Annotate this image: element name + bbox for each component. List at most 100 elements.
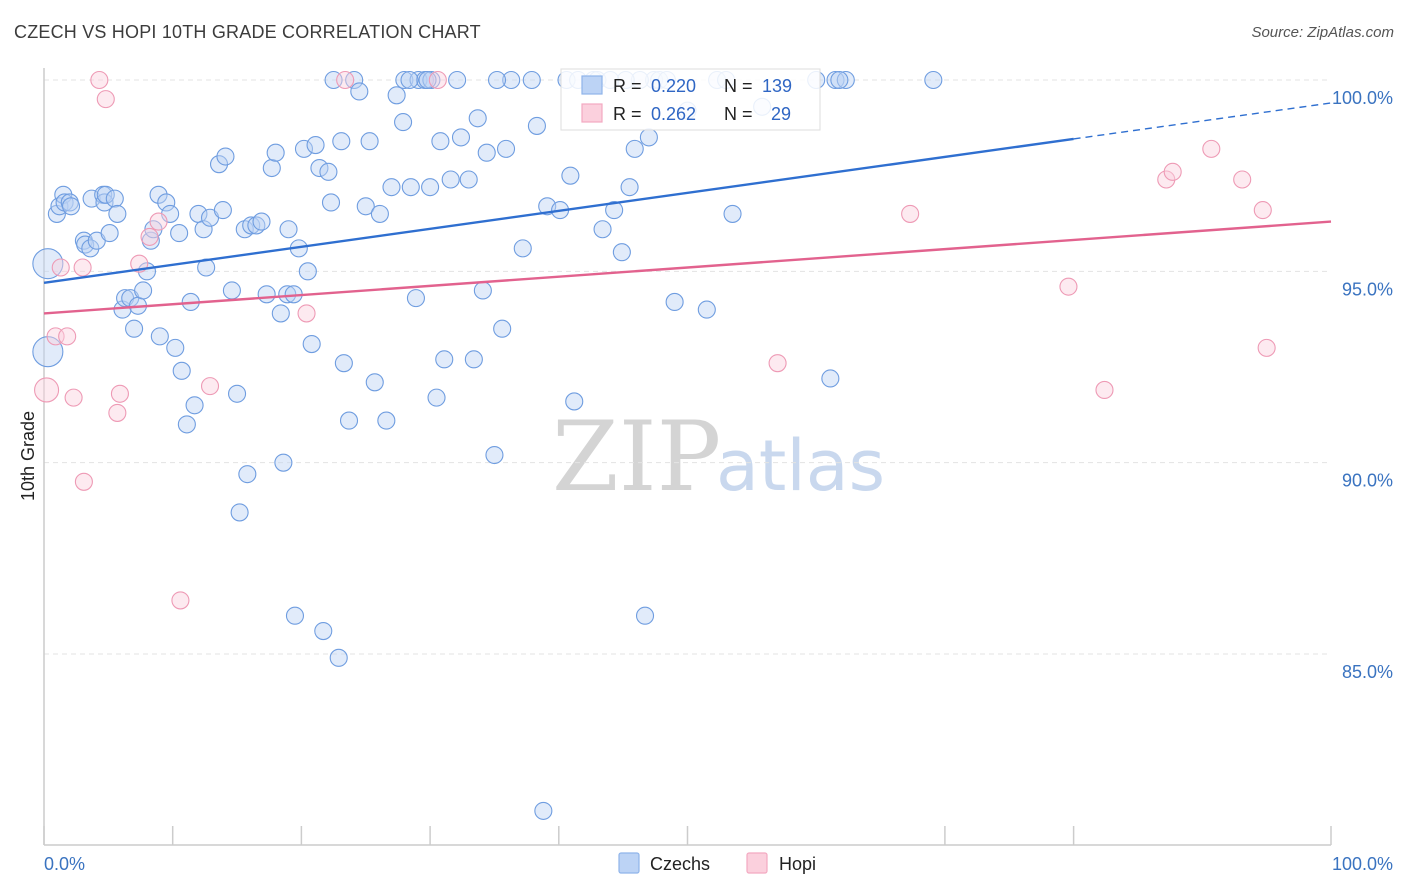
legend-hopi-label: Hopi <box>779 854 816 874</box>
czechs-point <box>924 70 943 90</box>
czechs-point <box>194 220 213 239</box>
czechs-point <box>387 86 406 105</box>
czechs-point <box>635 606 655 625</box>
czechs-point <box>100 224 119 243</box>
y-axis-label: 10th Grade <box>18 411 38 501</box>
czechs-point <box>216 147 235 166</box>
hopi-point <box>1233 170 1252 189</box>
czechs-point <box>61 197 81 216</box>
czechs-point <box>157 193 176 212</box>
czechs-point <box>257 285 276 304</box>
czechs-point <box>401 178 420 197</box>
czechs-point <box>96 185 115 204</box>
czechs-point <box>485 445 504 465</box>
hopi-point <box>73 258 92 277</box>
czechs-n-value: 139 <box>762 76 792 96</box>
czechs-point <box>565 392 584 411</box>
czechs-point <box>302 334 321 354</box>
czechs-point <box>95 193 114 212</box>
czechs-point <box>222 281 241 300</box>
legend-czechs-label: Czechs <box>650 854 710 874</box>
czechs-point <box>431 132 450 151</box>
y-axis-tick-labels: 100.0% 95.0% 90.0% 85.0% <box>1332 88 1393 682</box>
czechs-point <box>32 248 64 280</box>
hopi-point <box>108 403 127 422</box>
czechs-swatch <box>581 75 603 95</box>
stats-legend-box <box>560 68 821 131</box>
gridlines <box>44 79 1331 655</box>
czechs-point <box>561 166 580 185</box>
hopi-n-value: 29 <box>771 104 791 124</box>
y-tick-label: 100.0% <box>1332 88 1393 108</box>
czechs-point <box>464 350 483 369</box>
hopi-point <box>1253 201 1272 220</box>
legend-czechs-swatch <box>618 852 640 874</box>
czechs-point <box>620 178 639 197</box>
hopi-point <box>901 204 920 223</box>
hopi-point <box>1257 338 1276 357</box>
czechs-point <box>271 304 290 323</box>
czechs-point <box>360 132 379 151</box>
hopi-point <box>1163 162 1182 181</box>
hopi-points <box>34 70 1276 610</box>
czechs-point <box>473 281 492 300</box>
y-tick-label: 90.0% <box>1342 471 1393 491</box>
czechs-point <box>451 128 471 147</box>
czechs-point <box>427 388 446 407</box>
czechs-point <box>125 319 144 338</box>
czechs-point <box>209 155 229 174</box>
hopi-r-value: 0.262 <box>651 104 696 124</box>
hopi-point <box>768 354 787 373</box>
czechs-point <box>252 212 271 231</box>
czechs-point <box>502 70 521 90</box>
czechs-point <box>306 136 325 155</box>
czechs-point <box>172 361 191 380</box>
czechs-point <box>612 243 631 262</box>
czechs-point <box>605 201 624 220</box>
hopi-point <box>149 212 168 231</box>
czechs-point <box>228 384 247 403</box>
czechs-point <box>81 239 100 258</box>
czechs-point <box>365 373 384 392</box>
czechs-r-value: 0.220 <box>651 76 696 96</box>
czechs-point <box>32 336 64 368</box>
czechs-point <box>108 204 127 223</box>
czechs-point <box>356 197 375 216</box>
czechs-point <box>448 70 467 90</box>
czechs-point <box>334 354 353 373</box>
czechs-point <box>134 281 153 300</box>
hopi-point <box>1095 380 1114 400</box>
czechs-point <box>382 178 401 197</box>
czechs-point <box>418 70 437 90</box>
hopi-point <box>90 70 109 90</box>
czechs-point <box>459 170 478 189</box>
legend-hopi-swatch <box>746 852 768 874</box>
stats-legend: R = 0.220 N = 139 R = 0.262 N = 29 <box>560 68 821 131</box>
hopi-point <box>64 388 83 407</box>
czechs-point <box>314 621 333 641</box>
czechs-point <box>150 327 169 346</box>
czechs-point <box>170 224 189 243</box>
czechs-point <box>441 170 460 189</box>
hopi-point <box>51 258 70 277</box>
czechs-point <box>406 289 425 308</box>
czechs-point <box>826 70 845 90</box>
czechs-point <box>370 204 389 223</box>
chart-title: CZECH VS HOPI 10TH GRADE CORRELATION CHA… <box>14 22 481 42</box>
czechs-point <box>377 411 396 430</box>
watermark-atlas: atlas <box>716 425 885 507</box>
hopi-point <box>1059 277 1078 296</box>
czechs-point <box>321 193 341 212</box>
hopi-point <box>336 70 355 90</box>
czechs-point <box>821 369 840 388</box>
x-tick-label-max: 100.0% <box>1332 854 1393 874</box>
czechs-point <box>534 801 553 820</box>
czechs-trend-extension <box>1073 102 1332 140</box>
czechs-point <box>422 70 441 90</box>
czechs-point <box>493 319 512 338</box>
czechs-point <box>639 128 658 147</box>
czechs-point <box>496 139 516 158</box>
czechs-point <box>477 143 496 162</box>
source-note: Source: ZipAtlas.com <box>1251 24 1394 41</box>
